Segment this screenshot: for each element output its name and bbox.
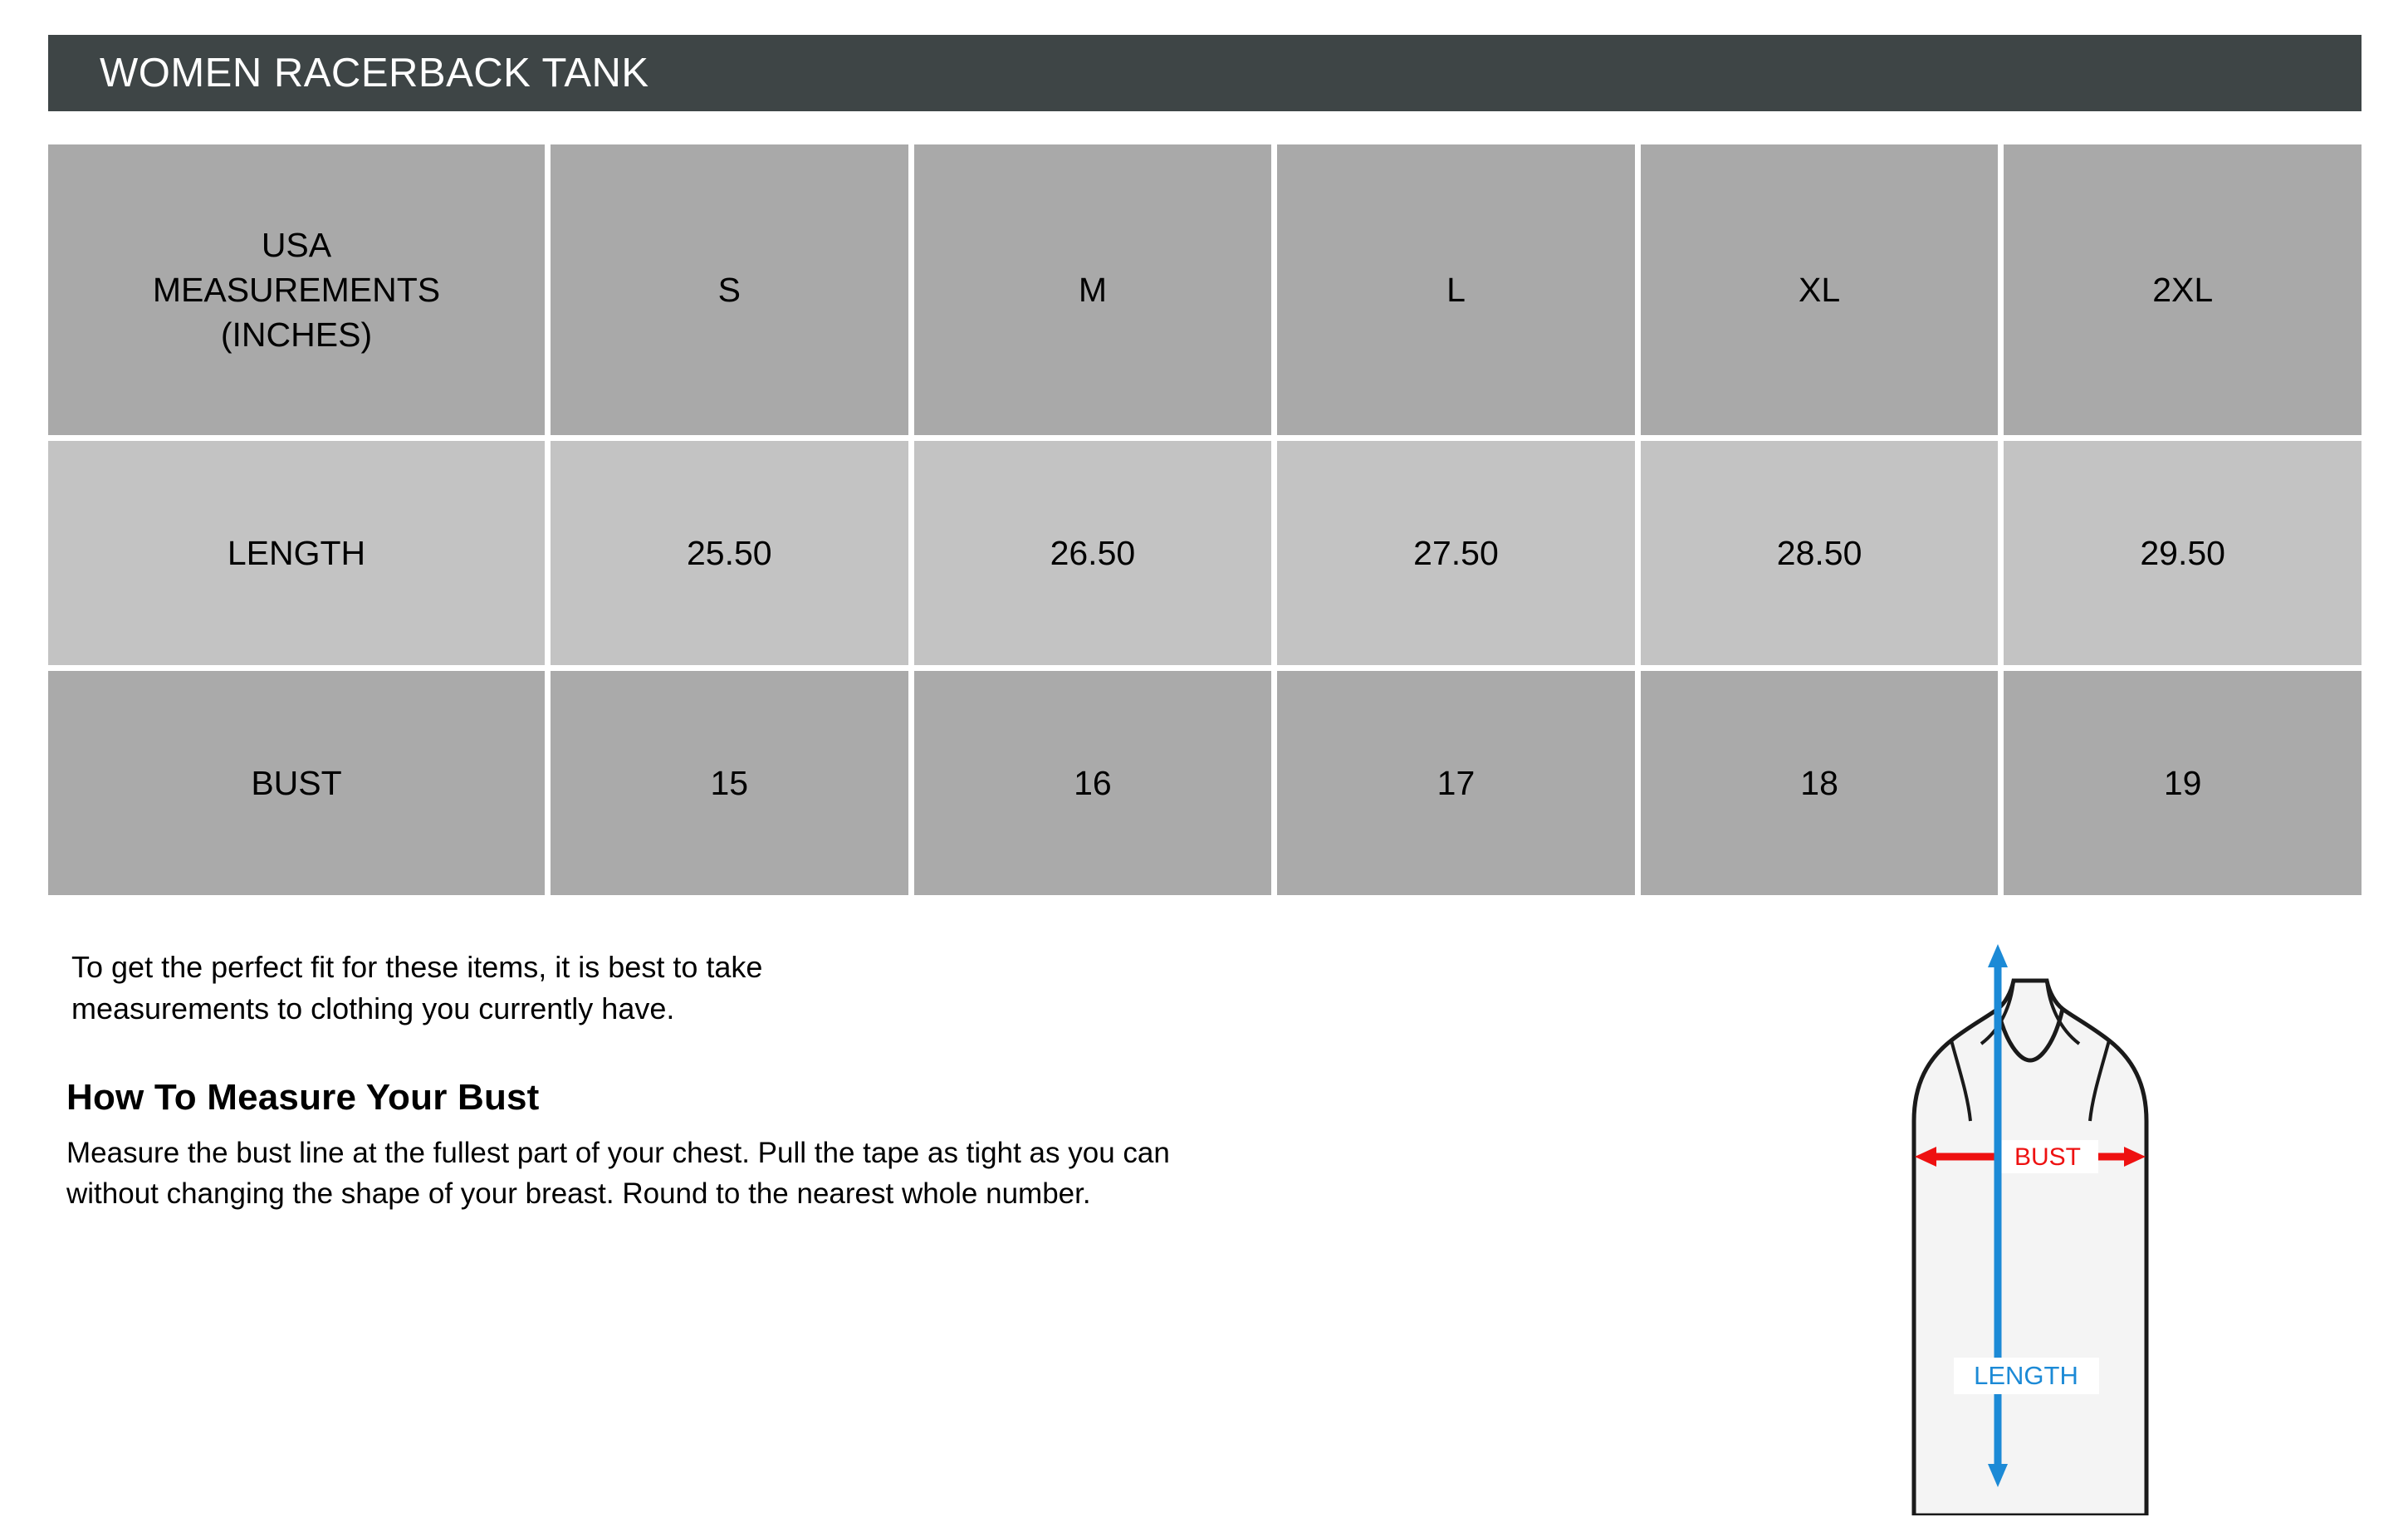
table-row: BUST 15 16 17 18 19: [48, 671, 2362, 895]
header-cell-size-m: M: [913, 144, 1272, 435]
intro-text: To get the perfect fit for these items, …: [71, 950, 763, 1025]
bust-value-2xl: 19: [2004, 671, 2362, 895]
header-cell-size-s: S: [551, 144, 908, 435]
racerback-tank-diagram: BUST LENGTH: [1835, 918, 2225, 1515]
length-arrow-label: LENGTH: [1974, 1361, 2078, 1390]
bust-value-m: 16: [913, 671, 1272, 895]
length-value-l: 27.50: [1277, 441, 1635, 665]
row-label-length: LENGTH: [48, 441, 545, 665]
header-cell-size-xl: XL: [1640, 144, 1999, 435]
size-chart-table: USA MEASUREMENTS (INCHES) S M L XL 2XL L…: [48, 144, 2362, 895]
page-title: WOMEN RACERBACK TANK: [100, 51, 649, 95]
bust-measure-arrow-icon: BUST: [1915, 1140, 2146, 1173]
bust-arrow-label: BUST: [2014, 1143, 2081, 1171]
length-value-xl: 28.50: [1640, 441, 1999, 665]
length-measure-arrow-icon: LENGTH: [1954, 944, 2099, 1487]
row-label-bust: BUST: [48, 671, 545, 895]
bust-value-l: 17: [1277, 671, 1635, 895]
table-row: LENGTH 25.50 26.50 27.50 28.50 29.50: [48, 441, 2362, 665]
instructions-block: To get the perfect fit for these items, …: [66, 947, 1694, 1214]
tank-garment-icon: [1911, 978, 2149, 1515]
length-value-s: 25.50: [551, 441, 908, 665]
how-to-measure-heading: How To Measure Your Bust: [66, 1077, 540, 1118]
header-cell-size-l: L: [1277, 144, 1635, 435]
bust-value-s: 15: [551, 671, 908, 895]
header-cell-measurements: USA MEASUREMENTS (INCHES): [48, 144, 545, 435]
how-to-measure-body: Measure the bust line at the fullest par…: [66, 1137, 1170, 1210]
length-value-2xl: 29.50: [2004, 441, 2362, 665]
table-header-row: USA MEASUREMENTS (INCHES) S M L XL 2XL: [48, 144, 2362, 435]
length-value-m: 26.50: [913, 441, 1272, 665]
bust-value-xl: 18: [1640, 671, 1999, 895]
header-cell-size-2xl: 2XL: [2004, 144, 2362, 435]
chart-title-bar: WOMEN RACERBACK TANK: [48, 35, 2362, 111]
